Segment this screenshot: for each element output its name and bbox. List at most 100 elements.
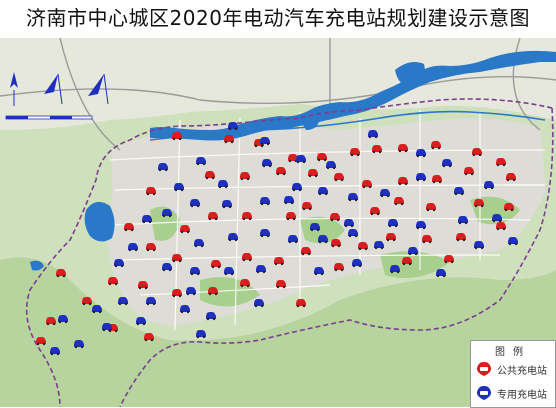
public-charging-station-marker	[398, 144, 408, 153]
dedicated-charging-station-marker	[416, 149, 426, 158]
public-charging-station-marker	[276, 167, 286, 176]
dedicated-charging-station-marker	[174, 183, 184, 192]
public-charging-station-marker	[242, 253, 252, 262]
dedicated-charging-station-marker	[260, 197, 270, 206]
public-charging-station-marker	[288, 154, 298, 163]
dedicated-charging-station-marker	[296, 155, 306, 164]
dedicated-charging-station-marker	[228, 122, 238, 131]
map-legend: 图例 公共充电站 专用充电站	[470, 340, 556, 408]
dedicated-charging-station-marker	[102, 323, 112, 332]
public-charging-station-marker	[474, 199, 484, 208]
dedicated-charging-station-marker	[128, 243, 138, 252]
public-charging-station-marker	[432, 175, 442, 184]
public-charging-station-marker	[242, 212, 252, 221]
public-charging-station-marker	[146, 187, 156, 196]
dedicated-charging-station-marker	[254, 299, 264, 308]
public-charging-station-marker	[274, 257, 284, 266]
public-charging-station-marker	[286, 212, 296, 221]
dedicated-charging-station-marker	[352, 259, 362, 268]
public-charging-station-marker	[308, 169, 318, 178]
wind-rose-icon	[44, 73, 63, 105]
dedicated-charging-station-marker	[118, 297, 128, 306]
public-charging-station-marker	[496, 222, 506, 231]
dedicated-charging-station-marker	[508, 237, 518, 246]
dedicated-charging-station-marker	[206, 312, 216, 321]
dedicated-charging-station-marker	[314, 267, 324, 276]
dedicated-charging-station-marker	[218, 180, 228, 189]
public-charging-station-marker	[36, 337, 46, 346]
dedicated-charging-station-marker	[92, 305, 102, 314]
dedicated-charging-station-marker	[484, 181, 494, 190]
public-charging-station-marker	[146, 243, 156, 252]
dedicated-charging-station-marker	[158, 163, 168, 172]
dedicated-charging-station-marker	[262, 159, 272, 168]
public-charging-station-marker	[56, 269, 66, 278]
public-charging-station-marker	[386, 233, 396, 242]
dedicated-charging-station-marker	[436, 269, 446, 278]
dedicated-charging-station-marker	[318, 187, 328, 196]
dedicated-charging-station-marker	[408, 247, 418, 256]
public-charging-station-marker	[331, 239, 341, 248]
dedicated-charging-station-marker	[190, 267, 200, 276]
public-charging-station-marker	[398, 177, 408, 186]
small-reservoir	[30, 260, 44, 271]
wind-rose-icon	[88, 73, 109, 105]
public-charging-station-marker	[370, 207, 380, 216]
dedicated-charging-station-marker	[162, 209, 172, 218]
southern-hills	[0, 257, 556, 407]
dedicated-charging-station-marker	[310, 223, 320, 232]
public-charging-station-marker	[240, 279, 250, 288]
public-charging-station-marker	[180, 225, 190, 234]
legend-label-dedicated: 专用充电站	[497, 389, 547, 401]
dedicated-charging-station-marker	[260, 137, 270, 146]
dedicated-charging-station-marker	[326, 161, 336, 170]
compass-rose-icon	[10, 72, 18, 106]
dedicated-charging-station-marker	[146, 297, 156, 306]
public-charging-station-marker	[208, 287, 218, 296]
public-charging-station-marker	[172, 289, 182, 298]
public-charging-station-marker	[504, 203, 514, 212]
public-charging-station-marker	[172, 132, 182, 141]
public-charging-station-marker	[82, 297, 92, 306]
yellow-river	[150, 50, 556, 141]
western-reservoir	[84, 201, 115, 242]
dedicated-stations-layer	[50, 122, 518, 356]
lake	[395, 62, 425, 88]
dedicated-charging-station-marker	[162, 263, 172, 272]
dedicated-charging-station-marker	[368, 130, 378, 139]
public-charging-station-marker	[496, 158, 506, 167]
dedicated-charging-station-marker	[458, 216, 468, 225]
public-charging-station-marker	[358, 242, 368, 251]
public-charging-station-icon	[477, 362, 491, 376]
dedicated-charging-station-marker	[58, 315, 68, 324]
dedicated-charging-station-marker	[388, 219, 398, 228]
dedicated-charging-station-marker	[190, 199, 200, 208]
public-charging-station-marker	[334, 263, 344, 272]
dedicated-charging-station-marker	[260, 229, 270, 238]
dedicated-charging-station-marker	[288, 235, 298, 244]
public-charging-station-marker	[506, 173, 516, 182]
legend-item-dedicated: 专用充电站	[475, 383, 547, 403]
dedicated-charging-station-icon	[477, 386, 491, 400]
public-charging-station-marker	[334, 173, 344, 182]
public-charging-station-marker	[431, 141, 441, 150]
public-charging-station-marker	[444, 255, 454, 264]
dedicated-charging-station-marker	[50, 347, 60, 356]
dedicated-charging-station-marker	[196, 157, 206, 166]
public-charging-station-marker	[362, 180, 372, 189]
public-charging-station-marker	[426, 203, 436, 212]
dedicated-charging-station-marker	[416, 221, 426, 230]
public-charging-station-marker	[172, 254, 182, 263]
public-charging-station-marker	[422, 235, 432, 244]
legend-item-public: 公共充电站	[475, 359, 547, 379]
public-charging-station-marker	[224, 135, 234, 144]
dedicated-charging-station-marker	[442, 159, 452, 168]
public-charging-station-marker	[211, 260, 221, 269]
public-charging-station-marker	[108, 277, 118, 286]
dedicated-charging-station-marker	[380, 189, 390, 198]
legend-title: 图例	[495, 347, 531, 358]
dedicated-charging-station-marker	[74, 340, 84, 349]
public-charging-station-marker	[350, 148, 360, 157]
green-space	[300, 216, 345, 244]
dedicated-charging-station-marker	[142, 215, 152, 224]
